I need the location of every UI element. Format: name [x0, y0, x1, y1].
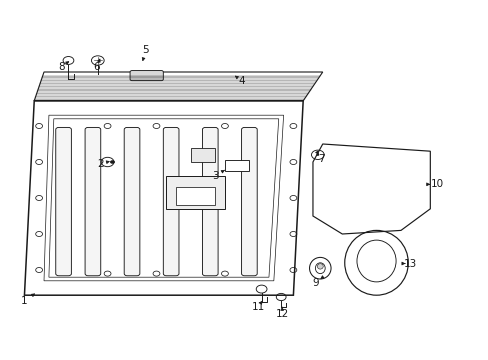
Ellipse shape	[317, 264, 323, 269]
Text: 12: 12	[275, 309, 288, 319]
Text: 9: 9	[311, 278, 318, 288]
Text: 7: 7	[318, 154, 325, 164]
Text: 8: 8	[58, 62, 64, 72]
Text: 4: 4	[238, 76, 245, 86]
Text: 6: 6	[93, 62, 100, 72]
FancyBboxPatch shape	[85, 127, 101, 276]
FancyBboxPatch shape	[241, 127, 257, 276]
Text: 5: 5	[142, 45, 149, 55]
Text: 2: 2	[97, 159, 103, 169]
FancyBboxPatch shape	[202, 127, 218, 276]
FancyBboxPatch shape	[163, 127, 179, 276]
Bar	[190, 148, 215, 162]
Circle shape	[110, 160, 115, 164]
Circle shape	[316, 154, 319, 156]
Text: 1: 1	[21, 296, 28, 306]
Text: 13: 13	[403, 258, 417, 269]
FancyBboxPatch shape	[124, 127, 140, 276]
FancyBboxPatch shape	[56, 127, 71, 276]
Text: 3: 3	[211, 171, 218, 181]
Bar	[224, 160, 249, 171]
FancyBboxPatch shape	[130, 71, 163, 81]
Text: 10: 10	[430, 179, 443, 189]
Text: 11: 11	[251, 302, 264, 312]
Bar	[166, 176, 224, 209]
Bar	[176, 187, 215, 205]
